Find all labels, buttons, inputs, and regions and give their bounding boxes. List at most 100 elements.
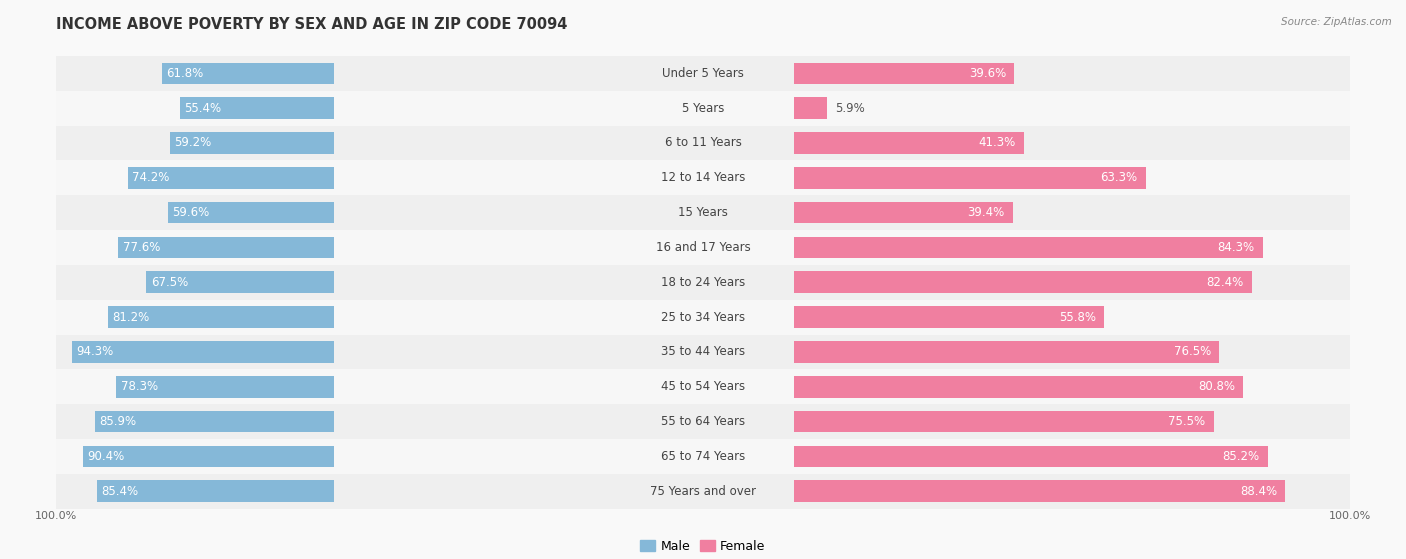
- Bar: [146, 272, 335, 293]
- Bar: [56, 265, 612, 300]
- Bar: [97, 481, 335, 502]
- Text: 75.5%: 75.5%: [1168, 415, 1205, 428]
- Bar: [239, 126, 1350, 160]
- Text: 25 to 34 Years: 25 to 34 Years: [661, 311, 745, 324]
- Bar: [239, 439, 1350, 474]
- Bar: [117, 376, 335, 397]
- Bar: [56, 91, 612, 126]
- Bar: [180, 97, 335, 119]
- Text: 39.4%: 39.4%: [967, 206, 1005, 219]
- Bar: [0, 160, 1406, 195]
- Bar: [0, 91, 1406, 126]
- Text: 18 to 24 Years: 18 to 24 Years: [661, 276, 745, 289]
- Bar: [56, 369, 612, 404]
- Bar: [794, 376, 1243, 397]
- Bar: [162, 63, 335, 84]
- Text: 88.4%: 88.4%: [1240, 485, 1277, 498]
- Bar: [56, 230, 612, 265]
- Text: 59.2%: 59.2%: [174, 136, 211, 149]
- Text: 77.6%: 77.6%: [122, 241, 160, 254]
- Text: 55.8%: 55.8%: [1059, 311, 1095, 324]
- Bar: [56, 126, 612, 160]
- Text: 63.3%: 63.3%: [1101, 171, 1137, 184]
- Bar: [794, 63, 1014, 84]
- Bar: [239, 404, 1350, 439]
- Text: 67.5%: 67.5%: [150, 276, 188, 289]
- Text: 75 Years and over: 75 Years and over: [650, 485, 756, 498]
- Legend: Male, Female: Male, Female: [641, 540, 765, 553]
- Bar: [239, 474, 1350, 509]
- Text: 90.4%: 90.4%: [87, 450, 124, 463]
- Bar: [239, 334, 1350, 369]
- Text: 12 to 14 Years: 12 to 14 Years: [661, 171, 745, 184]
- Bar: [96, 411, 335, 433]
- Bar: [239, 195, 1350, 230]
- Bar: [108, 306, 335, 328]
- Bar: [239, 91, 1350, 126]
- Text: 84.3%: 84.3%: [1218, 241, 1254, 254]
- Bar: [0, 265, 1406, 300]
- Text: 78.3%: 78.3%: [121, 380, 157, 394]
- Text: 55.4%: 55.4%: [184, 102, 221, 115]
- Text: Under 5 Years: Under 5 Years: [662, 67, 744, 80]
- Bar: [56, 300, 612, 334]
- Bar: [0, 195, 1406, 230]
- Text: 94.3%: 94.3%: [76, 345, 114, 358]
- Bar: [239, 160, 1350, 195]
- Bar: [794, 202, 1014, 224]
- Bar: [0, 56, 1406, 91]
- Text: 15 Years: 15 Years: [678, 206, 728, 219]
- Bar: [0, 369, 1406, 404]
- Bar: [56, 474, 612, 509]
- Text: 80.8%: 80.8%: [1198, 380, 1234, 394]
- Bar: [794, 132, 1024, 154]
- Bar: [794, 446, 1268, 467]
- Bar: [170, 132, 335, 154]
- Text: 82.4%: 82.4%: [1206, 276, 1244, 289]
- Bar: [83, 446, 335, 467]
- Text: 81.2%: 81.2%: [112, 311, 150, 324]
- Text: 85.9%: 85.9%: [100, 415, 136, 428]
- Text: 35 to 44 Years: 35 to 44 Years: [661, 345, 745, 358]
- Bar: [56, 160, 612, 195]
- Bar: [56, 439, 612, 474]
- Bar: [794, 236, 1263, 258]
- Text: 5.9%: 5.9%: [835, 102, 865, 115]
- Text: 41.3%: 41.3%: [979, 136, 1015, 149]
- Text: 55 to 64 Years: 55 to 64 Years: [661, 415, 745, 428]
- Bar: [239, 369, 1350, 404]
- Bar: [794, 306, 1104, 328]
- Bar: [169, 202, 335, 224]
- Text: Source: ZipAtlas.com: Source: ZipAtlas.com: [1281, 17, 1392, 27]
- Bar: [0, 126, 1406, 160]
- Text: 59.6%: 59.6%: [173, 206, 209, 219]
- Bar: [0, 334, 1406, 369]
- Bar: [56, 195, 612, 230]
- Bar: [0, 439, 1406, 474]
- Text: INCOME ABOVE POVERTY BY SEX AND AGE IN ZIP CODE 70094: INCOME ABOVE POVERTY BY SEX AND AGE IN Z…: [56, 17, 568, 32]
- Bar: [794, 481, 1285, 502]
- Text: 76.5%: 76.5%: [1174, 345, 1211, 358]
- Bar: [239, 265, 1350, 300]
- Text: 39.6%: 39.6%: [969, 67, 1005, 80]
- Bar: [0, 230, 1406, 265]
- Text: 65 to 74 Years: 65 to 74 Years: [661, 450, 745, 463]
- Bar: [0, 300, 1406, 334]
- Text: 16 and 17 Years: 16 and 17 Years: [655, 241, 751, 254]
- Text: 5 Years: 5 Years: [682, 102, 724, 115]
- Bar: [0, 474, 1406, 509]
- Bar: [794, 167, 1146, 188]
- Bar: [239, 56, 1350, 91]
- Bar: [794, 341, 1219, 363]
- Text: 85.2%: 85.2%: [1222, 450, 1260, 463]
- Bar: [239, 230, 1350, 265]
- Text: 85.4%: 85.4%: [101, 485, 138, 498]
- Bar: [56, 404, 612, 439]
- Bar: [239, 300, 1350, 334]
- Bar: [794, 411, 1213, 433]
- Bar: [0, 404, 1406, 439]
- Text: 6 to 11 Years: 6 to 11 Years: [665, 136, 741, 149]
- Bar: [118, 236, 335, 258]
- Bar: [56, 56, 612, 91]
- Text: 61.8%: 61.8%: [166, 67, 204, 80]
